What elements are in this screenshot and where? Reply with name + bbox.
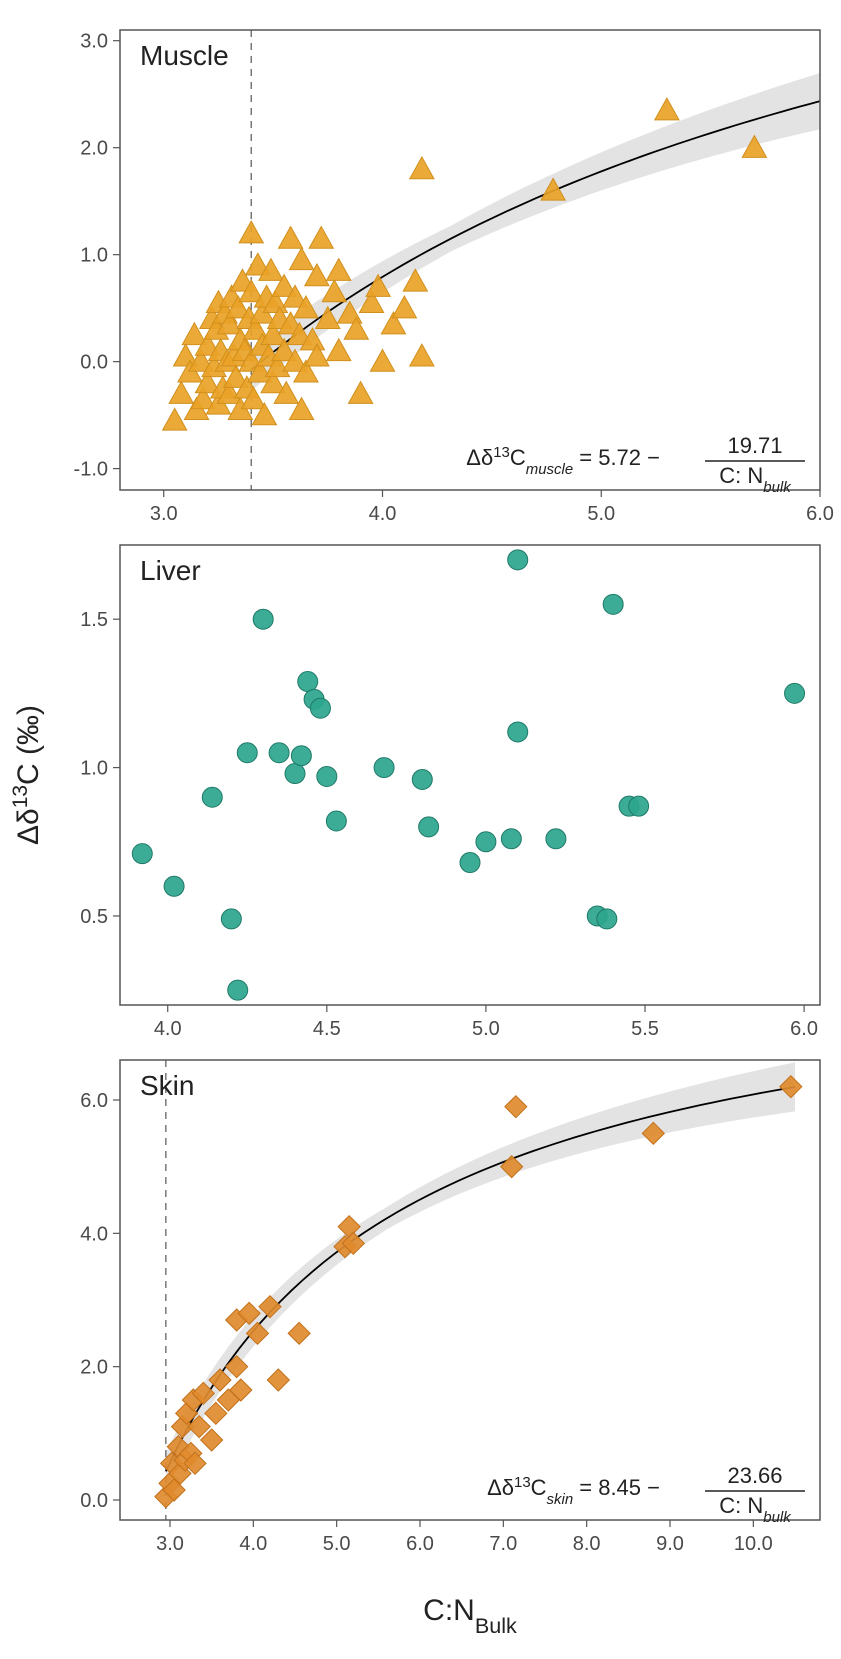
xtick-label: 5.0 — [472, 1018, 500, 1040]
skin-point — [505, 1096, 527, 1118]
skin-border — [120, 1060, 820, 1520]
xtick-label: 4.0 — [239, 1533, 267, 1555]
xtick-label: 6.0 — [806, 503, 834, 525]
muscle-point — [279, 227, 303, 249]
muscle-point — [309, 227, 333, 249]
skin-point — [267, 1369, 289, 1391]
muscle-point — [327, 259, 351, 281]
muscle-formula: Δδ13Cmuscle = 5.72 − 19.71C: Nbulk — [466, 433, 805, 496]
xtick-label: 4.5 — [313, 1018, 341, 1040]
y-axis-title: Δδ13C (‰) — [9, 705, 46, 845]
skin-formula: Δδ13Cskin = 8.45 − 23.66C: Nbulk — [487, 1463, 805, 1526]
ytick-label: 0.0 — [80, 352, 108, 374]
muscle-label: Muscle — [140, 40, 229, 71]
ytick-label: 4.0 — [80, 1223, 108, 1245]
xtick-label: 6.0 — [406, 1533, 434, 1555]
figure-container: Δδ13C (‰) C:NBulk -1.0 0.0 1.0 2.0 3.0 3.0 4.0… — [0, 0, 841, 1659]
liver-point — [629, 796, 649, 816]
muscle-point — [655, 98, 679, 120]
liver-point — [221, 909, 241, 929]
xtick-label: 3.0 — [156, 1533, 184, 1555]
ytick-label: 0.0 — [80, 1490, 108, 1512]
liver-point — [269, 743, 289, 763]
muscle-point — [239, 221, 263, 243]
svg-text:Δδ13Cmuscle = 5.72 −: Δδ13Cmuscle = 5.72 − — [466, 444, 660, 478]
liver-point — [285, 764, 305, 784]
svg-text:19.71: 19.71 — [727, 433, 782, 458]
liver-point — [419, 817, 439, 837]
muscle-point — [370, 350, 394, 372]
xtick-label: 6.0 — [790, 1018, 818, 1040]
muscle-point — [163, 408, 187, 430]
liver-border — [120, 545, 820, 1005]
panel-liver: 0.5 1.0 1.5 4.0 4.5 5.0 5.5 6.0 Liver — [80, 545, 820, 1040]
ytick-label: 1.0 — [80, 758, 108, 780]
liver-point — [132, 844, 152, 864]
liver-point — [317, 766, 337, 786]
liver-point — [202, 787, 222, 807]
liver-point — [412, 769, 432, 789]
liver-point — [310, 698, 330, 718]
ytick-label: 3.0 — [80, 31, 108, 53]
muscle-point — [289, 248, 313, 270]
skin-ci-band — [166, 1062, 795, 1489]
xtick-label: 9.0 — [656, 1533, 684, 1555]
liver-point — [374, 758, 394, 778]
ytick-label: 2.0 — [80, 138, 108, 160]
liver-point — [460, 853, 480, 873]
liver-point — [298, 672, 318, 692]
liver-point — [597, 909, 617, 929]
liver-point — [228, 980, 248, 1000]
figure-svg: Δδ13C (‰) C:NBulk -1.0 0.0 1.0 2.0 3.0 3.0 4.0… — [0, 0, 841, 1659]
xtick-label: 8.0 — [573, 1533, 601, 1555]
xtick-label: 5.5 — [631, 1018, 659, 1040]
skin-fit-line — [166, 1087, 795, 1471]
muscle-point — [410, 344, 434, 366]
ytick-label: 2.0 — [80, 1357, 108, 1379]
xtick-label: 5.0 — [323, 1533, 351, 1555]
ytick-label: -1.0 — [74, 459, 108, 481]
xtick-label: 4.0 — [369, 503, 397, 525]
liver-point — [603, 594, 623, 614]
xtick-label: 4.0 — [154, 1018, 182, 1040]
liver-point — [546, 829, 566, 849]
liver-point — [291, 746, 311, 766]
muscle-point — [392, 296, 416, 318]
ytick-label: 1.5 — [80, 609, 108, 631]
svg-text:Δδ13Cskin = 8.45 −: Δδ13Cskin = 8.45 − — [487, 1474, 660, 1508]
liver-point — [164, 876, 184, 896]
xtick-label: 3.0 — [150, 503, 178, 525]
muscle-point — [349, 382, 373, 404]
liver-point — [253, 609, 273, 629]
x-axis-title: C:NBulk — [423, 1594, 517, 1638]
xtick-label: 10.0 — [734, 1533, 773, 1555]
liver-point — [508, 550, 528, 570]
liver-point — [237, 743, 257, 763]
liver-point — [326, 811, 346, 831]
muscle-point — [169, 382, 193, 404]
liver-point — [785, 683, 805, 703]
liver-point — [508, 722, 528, 742]
ytick-label: 0.5 — [80, 906, 108, 928]
muscle-border — [120, 30, 820, 490]
panel-muscle: -1.0 0.0 1.0 2.0 3.0 3.0 4.0 5.0 6.0 Muscle Δδ13Cm… — [74, 30, 834, 525]
muscle-point — [327, 339, 351, 361]
muscle-point — [410, 157, 434, 179]
liver-point — [476, 832, 496, 852]
liver-label: Liver — [140, 555, 201, 586]
xtick-label: 5.0 — [587, 503, 615, 525]
skin-label: Skin — [140, 1070, 194, 1101]
ytick-label: 6.0 — [80, 1090, 108, 1112]
panel-skin: 0.0 2.0 4.0 6.0 3.0 4.0 5.0 6.0 7.0 8.0 9.0 10.0 Ski… — [80, 1060, 820, 1555]
skin-point — [288, 1322, 310, 1344]
svg-text:23.66: 23.66 — [727, 1463, 782, 1488]
xtick-label: 7.0 — [489, 1533, 517, 1555]
liver-point — [501, 829, 521, 849]
ytick-label: 1.0 — [80, 245, 108, 267]
